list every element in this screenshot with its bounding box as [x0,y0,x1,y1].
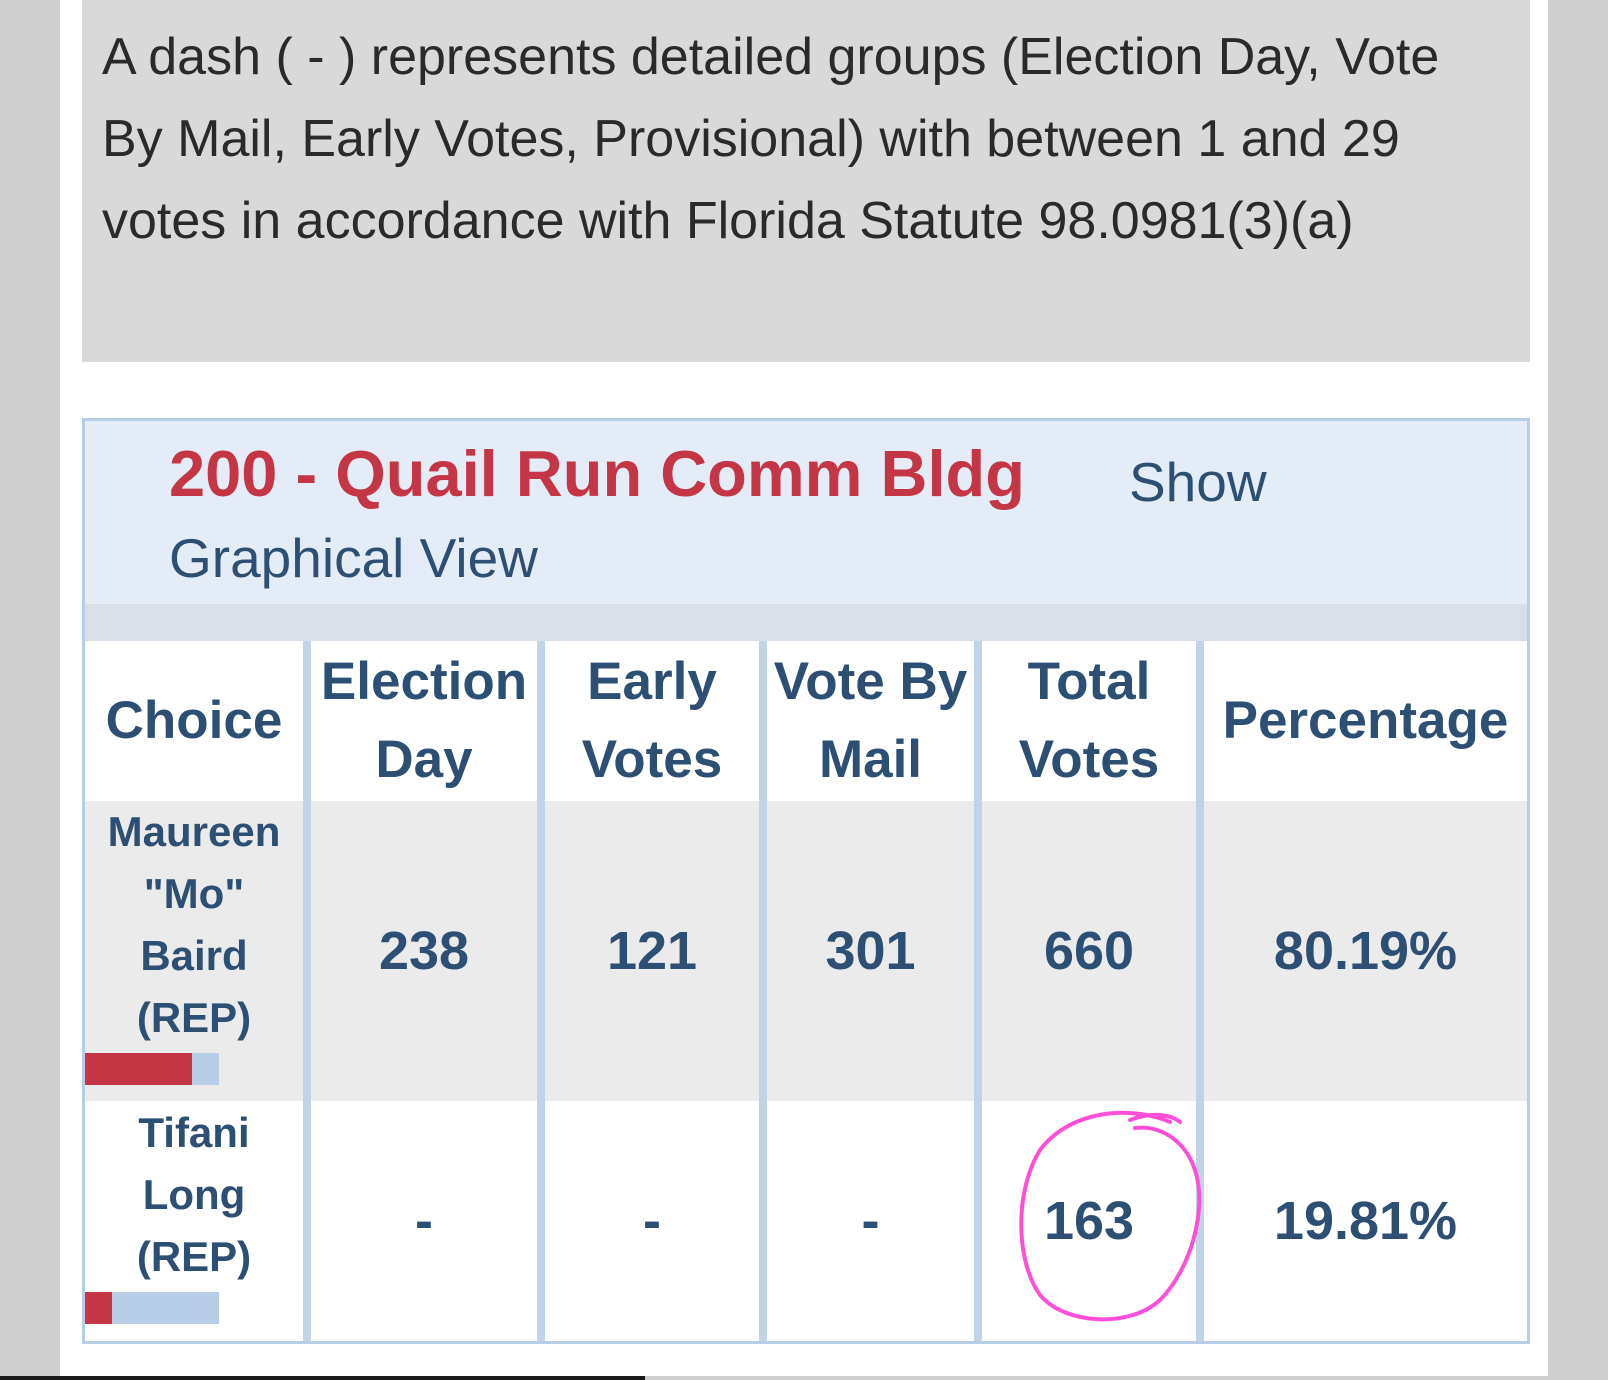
choice-cell: Tifani Long (REP) [85,1101,307,1341]
candidate-name-line: "Mo" [143,870,245,917]
col-header-choice: Choice [85,641,307,801]
precinct-title: 200 - Quail Run Comm Bldg [169,437,1025,510]
total-votes-cell: 660 [974,801,1200,1101]
vote-suppression-notice: A dash ( - ) represents detailed groups … [82,0,1530,362]
bottom-edge-line [0,1376,645,1380]
vote-share-bar [85,1292,219,1324]
col-header-election-day: Election Day [303,641,541,801]
vote-by-mail-cell: - [759,1101,978,1341]
col-header-vote-by-mail: Vote By Mail [759,641,978,801]
percentage-cell: 80.19% [1196,801,1527,1101]
results-table: Choice Election Day Early Votes Vote By Mai… [85,641,1527,1341]
candidate-name-line: Maureen [107,808,281,855]
vote-by-mail-cell: 301 [759,801,978,1101]
col-header-total-votes: Total Votes [974,641,1200,801]
vote-share-bar [85,1053,219,1085]
vote-share-bar-fill [85,1292,112,1324]
candidate-name-line: (REP) [136,1233,252,1280]
candidate-name-line: (REP) [136,994,252,1041]
table-header-row: Choice Election Day Early Votes Vote By Mai… [85,641,1527,801]
col-header-early-votes: Early Votes [537,641,763,801]
election-day-cell: - [303,1101,541,1341]
col-header-percentage: Percentage [1196,641,1527,801]
candidate-name-line: Tifani [138,1109,250,1156]
percentage-cell: 19.81% [1196,1101,1527,1341]
show-graphical-view-link[interactable]: Show [1129,451,1267,513]
header-divider [85,604,1527,641]
table-row: Tifani Long (REP) - - - 163 19.81% [85,1101,1527,1341]
candidate-name-line: Long [142,1171,246,1218]
precinct-header: 200 - Quail Run Comm Bldg Show Graphical… [85,421,1527,604]
early-votes-cell: 121 [537,801,763,1101]
choice-cell: Maureen "Mo" Baird (REP) [85,801,307,1101]
graphical-view-link[interactable]: Graphical View [169,527,538,589]
precinct-panel: 200 - Quail Run Comm Bldg Show Graphical… [82,418,1530,1344]
table-row: Maureen "Mo" Baird (REP) 238 121 301 660… [85,801,1527,1101]
early-votes-cell: - [537,1101,763,1341]
page: A dash ( - ) represents detailed groups … [60,0,1548,1376]
highlight-circle-annotation [1019,1110,1202,1322]
candidate-name-line: Baird [140,932,248,979]
vote-share-bar-fill [85,1053,193,1085]
election-day-cell: 238 [303,801,541,1101]
total-votes-cell: 163 [974,1101,1200,1341]
